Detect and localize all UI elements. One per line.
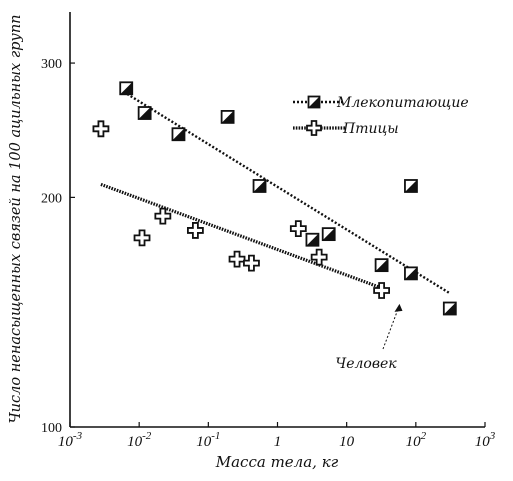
mammal-point (442, 301, 457, 316)
x-tick-label: 1 (274, 434, 282, 450)
y-tick-label: 100 (41, 421, 62, 436)
mammal-point (305, 232, 320, 247)
legend-item-mammals: Млекопитающие (293, 95, 469, 111)
mammal-point (321, 227, 336, 242)
mammal-point (137, 106, 152, 120)
legend-marker (307, 95, 321, 109)
bird-point (243, 254, 260, 272)
x-tick-label: 10 (339, 434, 355, 450)
bird-point (373, 282, 391, 299)
axes (69, 12, 486, 428)
annotation-arrow (382, 307, 399, 350)
data-points (92, 81, 457, 316)
legend-marker (306, 120, 322, 136)
bird-point (92, 120, 110, 138)
y-tick-label: 200 (41, 191, 62, 206)
y-axis-label: Число ненасыщенных связей на 100 ацильны… (8, 14, 24, 423)
legend: Млекопитающие Птицы (293, 95, 469, 137)
mammal-point (252, 179, 267, 193)
bird-point (186, 222, 204, 239)
legend-item-birds: Птицы (293, 120, 399, 137)
bird-point (310, 248, 328, 266)
legend-label: Птицы (342, 121, 399, 137)
mammal-point (404, 179, 418, 193)
legend-label: Млекопитающие (336, 95, 469, 111)
x-tick-label: 103 (475, 430, 496, 450)
x-tick-label: 102 (406, 430, 427, 450)
annotation-label: Человек (335, 356, 397, 372)
bird-point (133, 229, 151, 247)
mammal-point (374, 258, 389, 273)
birds-trend-line (100, 182, 389, 292)
mammal-point (404, 266, 418, 281)
x-tick-label: 10-1 (196, 430, 220, 450)
y-tick-label: 300 (41, 57, 62, 72)
annotation-arrowhead (394, 303, 403, 312)
bird-point (154, 207, 172, 225)
trend-lines (100, 90, 450, 294)
x-axis-label: Масса тела, кг (215, 453, 339, 471)
x-tick-label: 10-2 (127, 430, 152, 450)
bird-point (289, 220, 307, 238)
mammals-trend-line (123, 90, 450, 294)
tick-labels: 10-3 10-2 10-1 1 10 102 103 100 200 300 (41, 57, 496, 450)
mammal-point (220, 110, 235, 124)
mammal-point (171, 127, 186, 142)
mammal-point (119, 81, 134, 96)
bird-point (228, 250, 246, 268)
x-tick-label: 10-3 (58, 430, 83, 450)
annotations: Человек (335, 303, 403, 372)
